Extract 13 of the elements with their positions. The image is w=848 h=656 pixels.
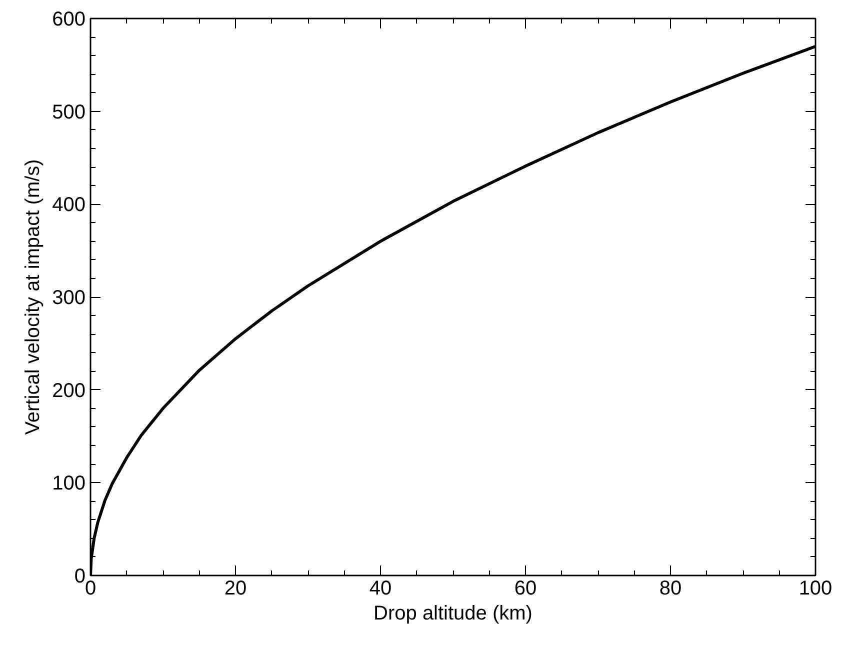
y-tick-label: 400: [52, 194, 86, 216]
y-tick-label: 500: [52, 101, 86, 124]
y-axis-title: Vertical velocity at impact (m/s): [22, 159, 44, 435]
y-tick-label: 300: [52, 287, 86, 309]
y-tick-label: 100: [52, 472, 86, 495]
x-tick-label: 80: [659, 578, 682, 600]
x-axis-title: Drop altitude (km): [374, 602, 532, 624]
x-tick-label: 40: [369, 578, 392, 600]
y-tick-label: 600: [52, 8, 86, 30]
x-tick-label: 60: [514, 578, 537, 600]
x-tick-label: 20: [224, 578, 247, 600]
x-tick-label: 100: [798, 578, 832, 600]
y-tick-label: 200: [52, 380, 86, 402]
